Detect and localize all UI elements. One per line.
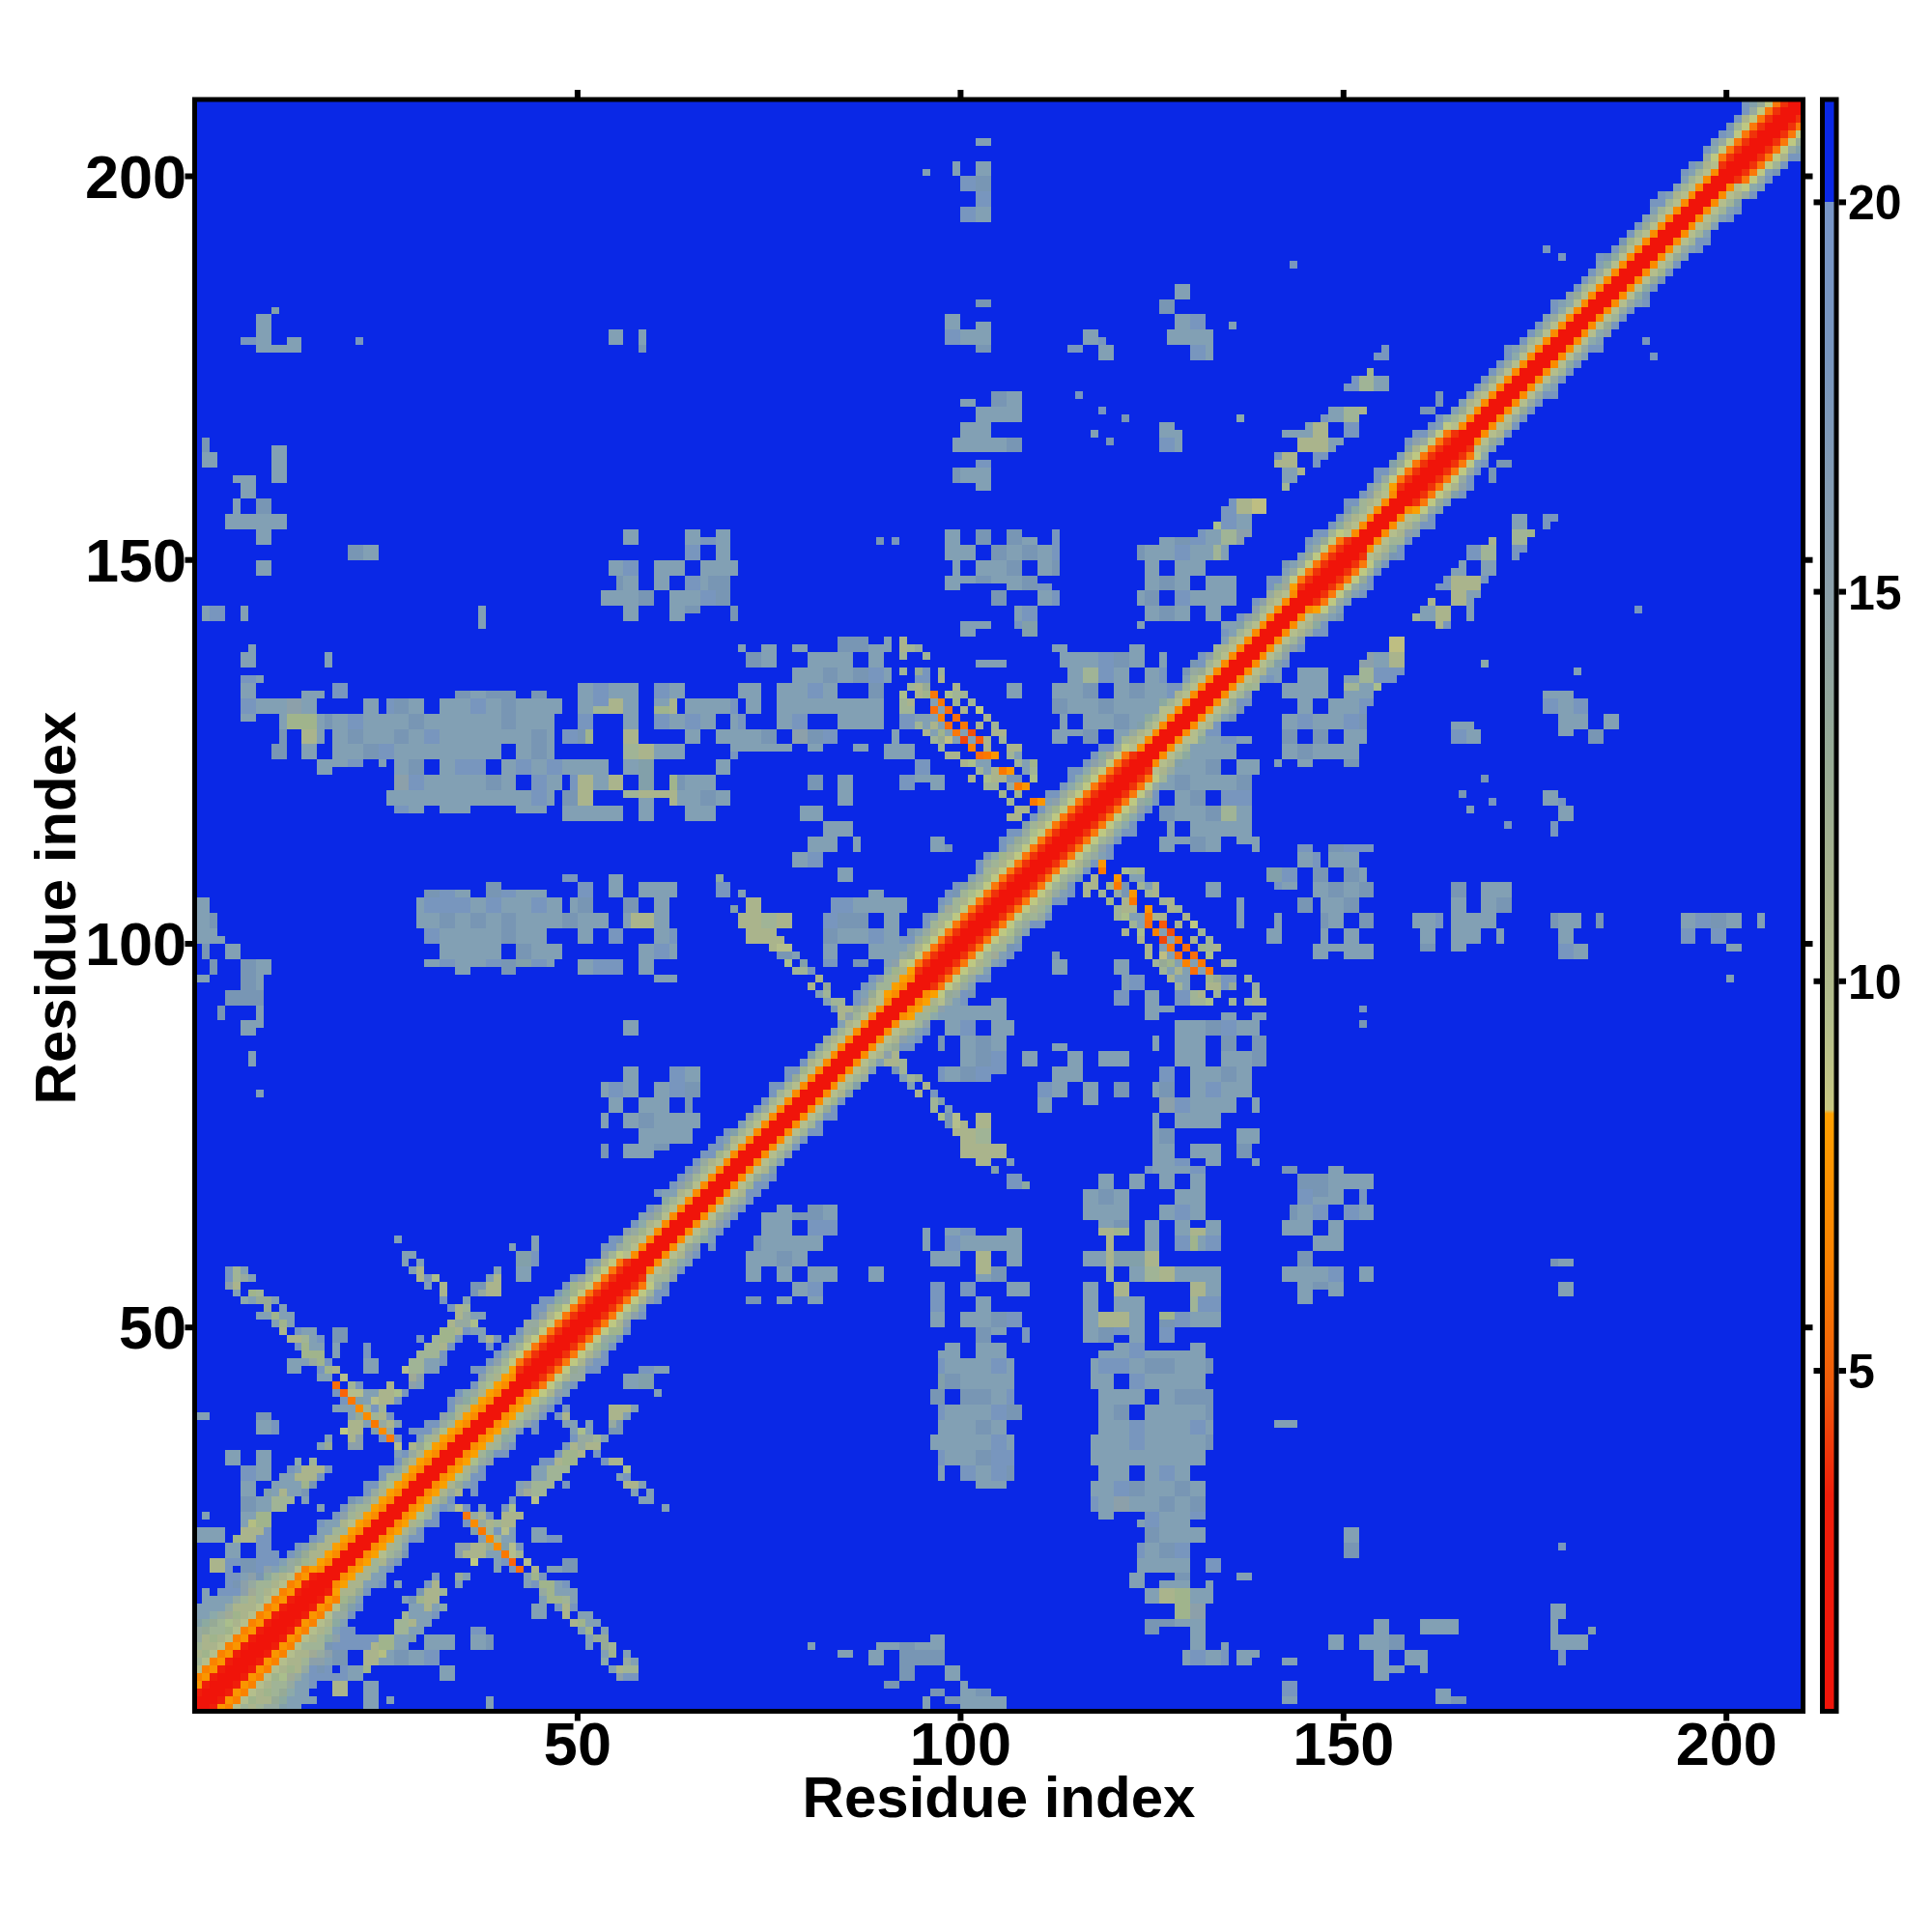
svg-text:150: 150 bbox=[85, 526, 186, 594]
svg-text:10: 10 bbox=[1848, 955, 1902, 1009]
svg-text:5: 5 bbox=[1848, 1345, 1875, 1399]
svg-text:200: 200 bbox=[85, 143, 186, 211]
svg-text:150: 150 bbox=[1293, 1710, 1394, 1777]
svg-text:15: 15 bbox=[1848, 566, 1902, 620]
svg-text:50: 50 bbox=[119, 1293, 186, 1361]
svg-text:Residue index: Residue index bbox=[803, 1765, 1196, 1830]
svg-text:50: 50 bbox=[544, 1710, 611, 1777]
svg-text:100: 100 bbox=[85, 910, 186, 978]
svg-text:Residue index: Residue index bbox=[23, 712, 88, 1105]
svg-text:200: 200 bbox=[1676, 1710, 1777, 1777]
svg-text:20: 20 bbox=[1848, 176, 1902, 230]
